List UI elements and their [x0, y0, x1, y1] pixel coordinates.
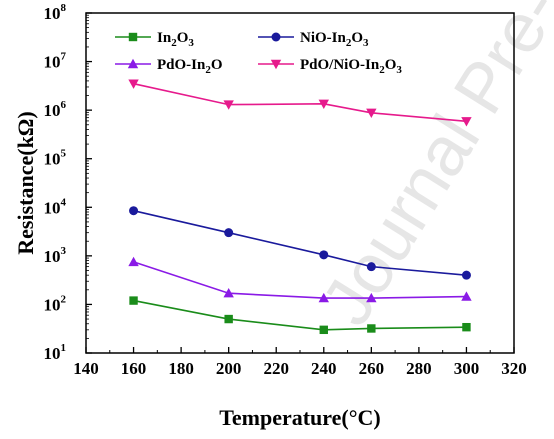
legend-label: PdO/NiO-In2O3 — [300, 57, 402, 76]
legend-label: NiO-In2O3 — [300, 30, 369, 49]
y-tick-labels: 101 102 103 104 105 106 107 108 — [44, 2, 67, 363]
data-point — [461, 270, 471, 280]
series-0 — [129, 296, 471, 335]
axis-ticks — [85, 12, 515, 354]
y-axis-title: Resistance(kΩ) — [13, 111, 38, 254]
x-tick-label: 220 — [263, 359, 289, 378]
data-point — [271, 32, 281, 42]
y-tick-label: 108 — [44, 2, 67, 23]
data-point — [128, 256, 139, 267]
y-tick-label: 105 — [44, 148, 67, 169]
series-line — [133, 299, 467, 331]
data-point — [270, 59, 282, 70]
data-point — [223, 288, 234, 298]
series-3 — [128, 79, 472, 127]
y-tick-label: 104 — [44, 196, 67, 217]
y-tick-label: 107 — [44, 51, 67, 72]
data-point — [366, 108, 377, 119]
x-tick-label: 280 — [406, 359, 432, 378]
series-layer — [128, 79, 472, 335]
data-point — [318, 99, 329, 110]
x-tick-label: 260 — [359, 359, 385, 378]
legend-entry: PdO-In2O — [115, 57, 223, 76]
watermark: Journal Pre-proof — [307, 0, 554, 338]
data-point — [128, 79, 139, 89]
x-tick-label: 240 — [311, 359, 337, 378]
legend-entry: In2O3 — [115, 30, 194, 49]
data-point — [224, 314, 233, 324]
data-point — [223, 100, 234, 110]
x-tick-label: 160 — [121, 359, 147, 378]
y-tick-label: 103 — [44, 245, 67, 266]
data-point — [461, 291, 472, 301]
x-tick-label: 320 — [501, 359, 527, 378]
data-point — [318, 292, 329, 303]
series-line — [133, 82, 467, 123]
y-tick-label: 106 — [44, 99, 67, 120]
series-2 — [128, 256, 472, 303]
legend-entry: PdO/NiO-In2O3 — [258, 57, 402, 76]
legend-label: PdO-In2O — [157, 57, 223, 76]
data-point — [462, 322, 471, 332]
data-point — [461, 117, 472, 127]
legend: In2O3 NiO-In2O3 PdO-In2O PdO/NiO-In2O3 — [115, 30, 402, 76]
data-point — [127, 58, 139, 69]
x-tick-label: 180 — [168, 359, 194, 378]
data-point — [129, 206, 139, 216]
y-tick-label: 101 — [44, 342, 67, 363]
legend-entry: NiO-In2O3 — [258, 30, 369, 49]
x-tick-label: 140 — [73, 359, 99, 378]
x-tick-label: 200 — [216, 359, 242, 378]
x-tick-labels: 140 160 180 200 220 240 260 280 300 320 — [73, 359, 527, 378]
data-point — [224, 228, 234, 238]
series-1 — [129, 206, 471, 280]
legend-label: In2O3 — [157, 30, 194, 49]
data-point — [319, 250, 329, 260]
data-point — [366, 262, 376, 272]
y-tick-label: 102 — [44, 293, 67, 314]
x-axis-title: Temperature(°C) — [219, 405, 381, 430]
data-point — [319, 325, 328, 335]
data-point — [129, 296, 138, 305]
data-point — [128, 32, 138, 42]
x-tick-label: 300 — [454, 359, 480, 378]
data-point — [367, 324, 376, 333]
data-point — [366, 292, 377, 303]
